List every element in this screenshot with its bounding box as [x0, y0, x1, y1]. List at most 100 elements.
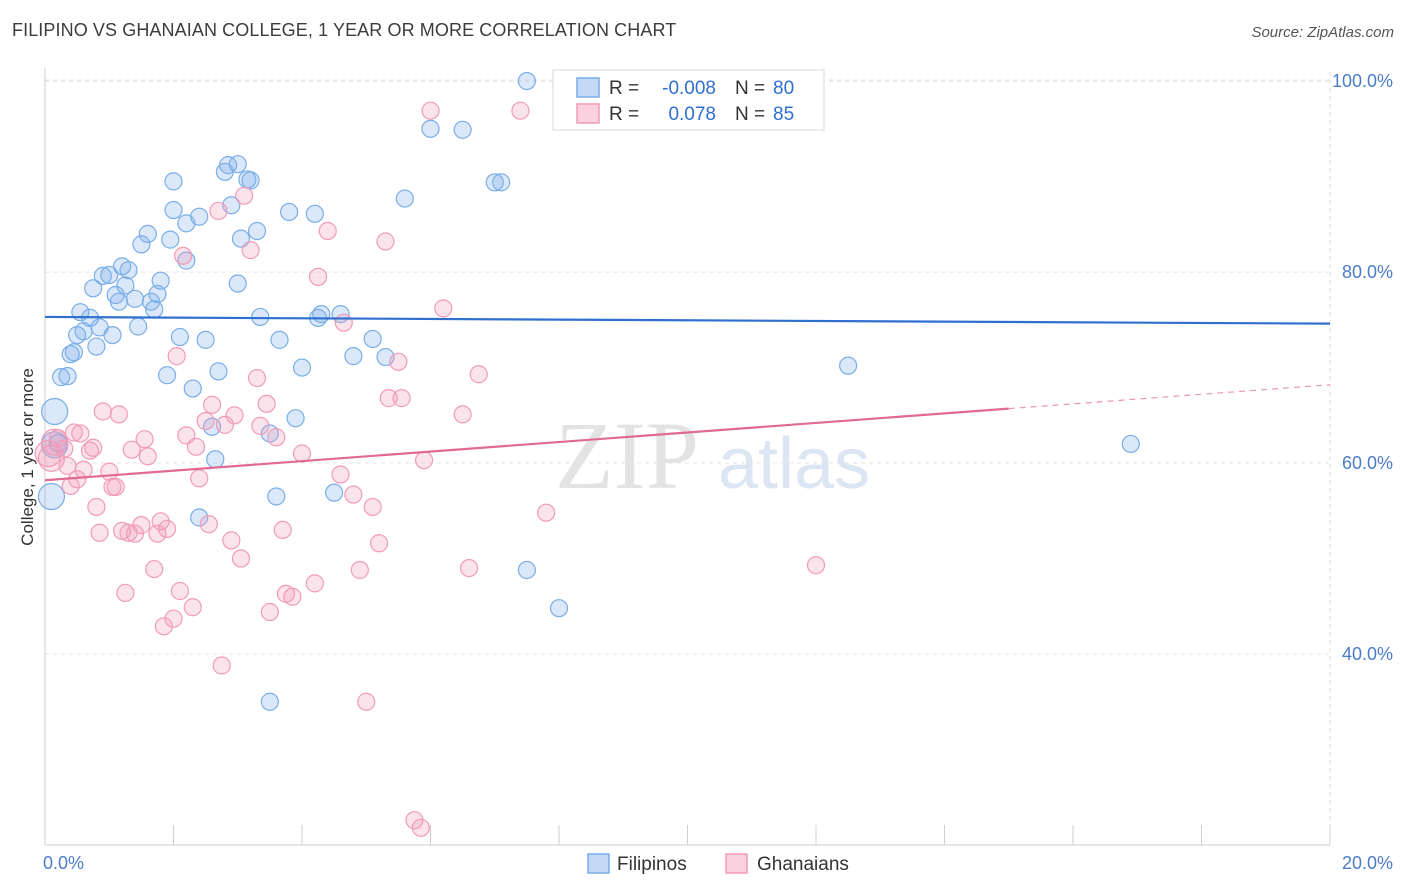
- point-filipinos: [51, 368, 71, 387]
- legend-swatch-filipinos: [576, 77, 600, 98]
- point-filipinos: [164, 200, 183, 220]
- legend-n-label-ghanaians: N =: [735, 104, 765, 125]
- point-ghanaians: [389, 352, 408, 371]
- point-ghanaians: [235, 186, 254, 205]
- point-ghanaians: [537, 503, 556, 522]
- legend-r-label-filipinos: R =: [609, 78, 639, 99]
- legend-n-value-filipinos: 80: [773, 78, 794, 99]
- point-ghanaians: [167, 347, 186, 366]
- point-ghanaians: [363, 497, 382, 517]
- point-ghanaians: [434, 299, 453, 318]
- point-filipinos: [312, 304, 331, 324]
- point-ghanaians: [71, 424, 90, 443]
- y-tick-label: 100.0%: [1332, 71, 1393, 91]
- trend-ghanaians-extrapolated: [1008, 384, 1331, 410]
- y-tick-label: 40.0%: [1342, 644, 1393, 664]
- point-filipinos: [183, 379, 202, 398]
- point-filipinos: [41, 397, 69, 426]
- point-ghanaians: [273, 520, 292, 539]
- point-ghanaians: [190, 469, 209, 488]
- point-filipinos: [148, 284, 167, 304]
- source-credit: Source: ZipAtlas.com: [1251, 24, 1394, 41]
- point-filipinos: [100, 265, 119, 285]
- point-filipinos: [228, 155, 247, 174]
- point-ghanaians: [80, 441, 100, 460]
- point-filipinos: [517, 71, 536, 91]
- point-ghanaians: [370, 534, 389, 553]
- point-ghanaians: [174, 246, 193, 265]
- axes: 40.0% 60.0% 80.0% 100.0% 0.0% 20.0%: [43, 68, 1393, 873]
- point-ghanaians: [209, 201, 228, 221]
- point-ghanaians: [212, 656, 231, 675]
- point-filipinos: [839, 356, 858, 375]
- point-filipinos: [37, 482, 66, 511]
- point-ghanaians: [251, 416, 270, 435]
- legend-r-value-filipinos: -0.008: [662, 78, 716, 99]
- point-ghanaians: [241, 241, 260, 260]
- series-label-ghanaians: Ghanaians: [757, 854, 849, 875]
- point-filipinos: [125, 289, 145, 308]
- point-ghanaians: [154, 617, 173, 636]
- point-ghanaians: [64, 423, 84, 442]
- point-filipinos: [138, 224, 157, 243]
- point-filipinos: [241, 171, 260, 190]
- y-axis-label: College, 1 year or more: [18, 368, 37, 546]
- point-ghanaians: [411, 818, 430, 837]
- point-ghanaians: [151, 512, 170, 531]
- point-filipinos: [260, 692, 279, 711]
- legend-swatch-ghanaians: [576, 103, 600, 124]
- legend-n-value-ghanaians: 85: [773, 104, 794, 125]
- point-ghanaians: [183, 598, 202, 617]
- point-filipinos: [247, 221, 267, 241]
- trend-filipinos: [44, 315, 1331, 325]
- point-ghanaians: [392, 389, 411, 408]
- point-filipinos: [363, 329, 382, 349]
- point-filipinos: [64, 343, 84, 362]
- series-swatch-ghanaians: [725, 853, 748, 874]
- point-filipinos: [549, 599, 569, 618]
- point-filipinos: [485, 173, 504, 192]
- point-filipinos: [190, 508, 209, 527]
- point-ghanaians: [170, 581, 190, 601]
- point-ghanaians: [318, 221, 337, 241]
- watermark-zip: ZIP: [555, 402, 699, 509]
- point-ghanaians: [257, 394, 276, 413]
- point-ghanaians: [421, 101, 440, 120]
- point-ghanaians: [138, 447, 157, 466]
- point-ghanaians: [267, 428, 286, 447]
- point-ghanaians: [145, 559, 164, 579]
- chart-title: FILIPINO VS GHANAIAN COLLEGE, 1 YEAR OR …: [12, 20, 677, 40]
- point-ghanaians: [199, 515, 218, 534]
- point-filipinos: [517, 560, 536, 580]
- series-label-filipinos: Filipinos: [617, 854, 687, 875]
- watermark-atlas: atlas: [718, 424, 870, 504]
- point-ghanaians: [283, 587, 302, 606]
- point-filipinos: [87, 337, 106, 356]
- point-filipinos: [170, 327, 190, 347]
- point-filipinos: [453, 120, 472, 139]
- point-ghanaians: [157, 519, 177, 539]
- point-ghanaians: [334, 313, 353, 332]
- legend-n-label-filipinos: N =: [735, 78, 765, 99]
- point-ghanaians: [87, 497, 106, 517]
- point-ghanaians: [122, 440, 141, 459]
- point-filipinos: [492, 173, 511, 192]
- point-filipinos: [164, 172, 183, 191]
- point-ghanaians: [196, 411, 215, 431]
- point-filipinos: [109, 292, 128, 311]
- point-filipinos: [270, 330, 289, 349]
- legend-r-value-ghanaians: 0.078: [668, 104, 716, 125]
- point-ghanaians: [247, 368, 267, 388]
- point-ghanaians: [469, 365, 488, 384]
- data-points: [34, 71, 1140, 837]
- point-filipinos: [132, 235, 151, 254]
- point-filipinos: [157, 366, 177, 385]
- point-ghanaians: [106, 477, 125, 497]
- point-ghanaians: [231, 549, 251, 568]
- point-ghanaians: [48, 429, 67, 448]
- point-filipinos: [280, 202, 299, 222]
- point-ghanaians: [511, 101, 530, 120]
- point-ghanaians: [806, 556, 826, 575]
- point-ghanaians: [305, 574, 324, 593]
